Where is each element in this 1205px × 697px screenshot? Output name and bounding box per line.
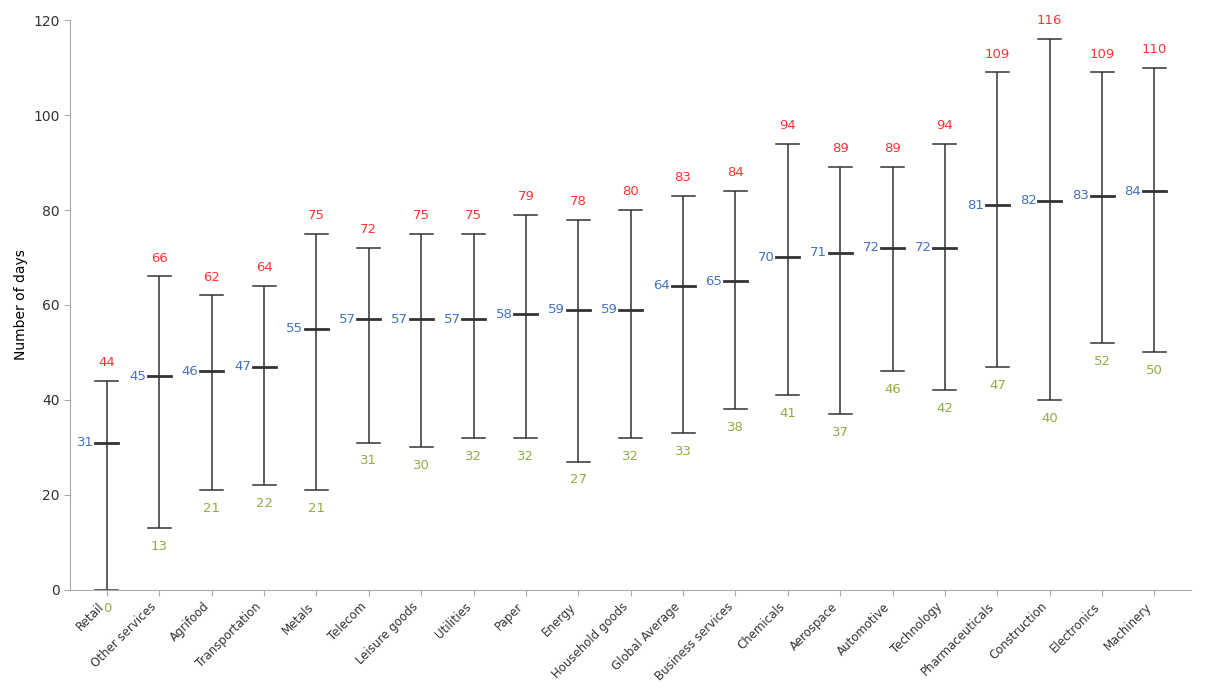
- Text: 75: 75: [308, 209, 325, 222]
- Text: 89: 89: [831, 142, 848, 155]
- Text: 66: 66: [151, 252, 167, 265]
- Text: 21: 21: [308, 502, 325, 515]
- Text: 38: 38: [727, 421, 743, 434]
- Text: 45: 45: [129, 369, 146, 383]
- Text: 82: 82: [1019, 194, 1036, 207]
- Text: 30: 30: [413, 459, 430, 472]
- Text: 75: 75: [465, 209, 482, 222]
- Text: 70: 70: [758, 251, 775, 264]
- Text: 72: 72: [360, 223, 377, 236]
- Text: 57: 57: [443, 313, 460, 325]
- Text: 65: 65: [705, 275, 722, 288]
- Text: 72: 72: [863, 241, 880, 254]
- Text: 83: 83: [675, 171, 692, 184]
- Text: 21: 21: [204, 502, 221, 515]
- Text: 32: 32: [517, 450, 535, 463]
- Text: 33: 33: [675, 445, 692, 458]
- Text: 109: 109: [984, 47, 1010, 61]
- Text: 64: 64: [255, 261, 272, 274]
- Text: 46: 46: [182, 365, 199, 378]
- Text: 50: 50: [1146, 365, 1163, 377]
- Text: 27: 27: [570, 473, 587, 487]
- Text: 59: 59: [601, 303, 618, 316]
- Y-axis label: Number of days: Number of days: [14, 250, 28, 360]
- Text: 31: 31: [360, 454, 377, 468]
- Text: 75: 75: [412, 209, 430, 222]
- Text: 78: 78: [570, 194, 587, 208]
- Text: 46: 46: [884, 383, 901, 397]
- Text: 94: 94: [936, 118, 953, 132]
- Text: 62: 62: [204, 270, 221, 284]
- Text: 37: 37: [831, 426, 848, 439]
- Text: 47: 47: [234, 360, 251, 373]
- Text: 80: 80: [622, 185, 639, 198]
- Text: 81: 81: [968, 199, 984, 212]
- Text: 110: 110: [1142, 43, 1168, 56]
- Text: 84: 84: [1124, 185, 1141, 197]
- Text: 94: 94: [780, 118, 797, 132]
- Text: 32: 32: [465, 450, 482, 463]
- Text: 71: 71: [810, 246, 827, 259]
- Text: 52: 52: [1094, 355, 1111, 368]
- Text: 13: 13: [151, 540, 167, 553]
- Text: 89: 89: [884, 142, 901, 155]
- Text: 22: 22: [255, 497, 272, 510]
- Text: 59: 59: [548, 303, 565, 316]
- Text: 83: 83: [1072, 190, 1089, 202]
- Text: 57: 57: [392, 313, 408, 325]
- Text: 58: 58: [496, 308, 513, 321]
- Text: 40: 40: [1041, 412, 1058, 424]
- Text: 116: 116: [1038, 15, 1063, 27]
- Text: 0: 0: [102, 602, 111, 615]
- Text: 41: 41: [780, 407, 797, 420]
- Text: 42: 42: [936, 402, 953, 415]
- Text: 47: 47: [989, 378, 1006, 392]
- Text: 79: 79: [517, 190, 534, 203]
- Text: 44: 44: [99, 356, 116, 369]
- Text: 57: 57: [339, 313, 355, 325]
- Text: 109: 109: [1089, 47, 1115, 61]
- Text: 72: 72: [915, 241, 931, 254]
- Text: 32: 32: [622, 450, 639, 463]
- Text: 84: 84: [727, 166, 743, 179]
- Text: 55: 55: [287, 322, 304, 335]
- Text: 64: 64: [653, 279, 670, 293]
- Text: 31: 31: [77, 436, 94, 449]
